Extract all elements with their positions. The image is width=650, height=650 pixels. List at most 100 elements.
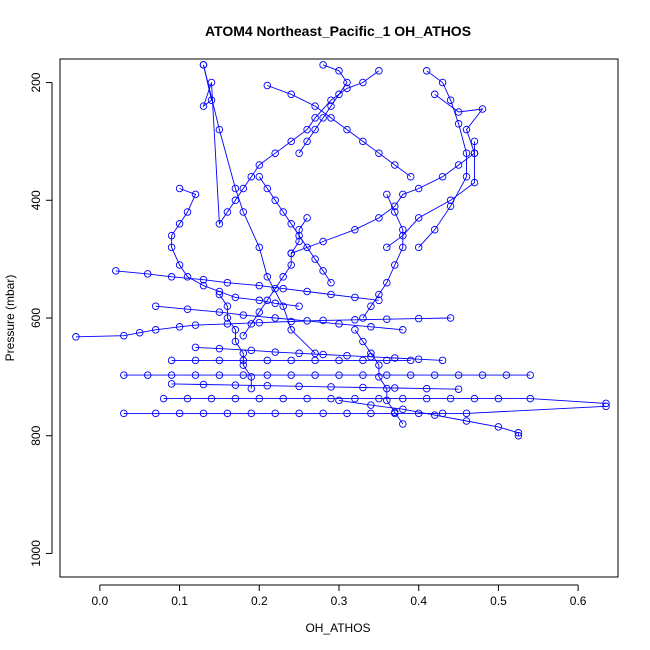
data-point [319, 237, 327, 246]
data-point [303, 214, 311, 222]
data-point [120, 371, 128, 379]
data-point [303, 317, 311, 325]
data-point [167, 356, 176, 365]
data-point [175, 184, 184, 193]
data-point [319, 316, 327, 325]
series-line-2 [203, 64, 316, 354]
x-tick-label: 0.2 [251, 594, 268, 608]
data-point [311, 255, 319, 263]
data-point [199, 275, 208, 284]
data-point [454, 120, 463, 128]
data-point [327, 278, 335, 287]
data-point [375, 373, 383, 381]
data-point [319, 61, 327, 69]
data-point [351, 326, 359, 334]
data-point [383, 384, 391, 393]
plot-frame [59, 58, 619, 578]
data-point [295, 349, 303, 358]
data-point [287, 326, 295, 334]
data-point [183, 394, 192, 403]
data-point [526, 371, 535, 379]
data-point [462, 409, 471, 418]
data-point [72, 333, 80, 341]
data-point [223, 409, 232, 418]
data-point [311, 356, 319, 365]
data-point [367, 323, 375, 331]
data-point [399, 225, 407, 234]
data-point [430, 411, 439, 419]
data-point [414, 214, 423, 222]
data-point [151, 409, 160, 418]
data-point [279, 284, 287, 293]
data-point [343, 351, 351, 360]
data-point [287, 261, 295, 269]
data-point [183, 208, 192, 216]
x-axis: 0.0 0.1 0.2 0.3 0.4 0.5 0.6 [92, 584, 587, 608]
data-point [120, 331, 128, 340]
data-point [311, 349, 319, 358]
data-point [391, 208, 399, 216]
data-point [391, 408, 399, 416]
data-point [207, 394, 216, 403]
data-point [494, 394, 503, 403]
data-point [247, 384, 256, 393]
data-point [223, 320, 232, 328]
data-point [359, 383, 367, 392]
data-point [438, 78, 447, 87]
data-point [215, 290, 224, 299]
data-point [143, 371, 152, 379]
data-point [239, 361, 248, 369]
data-point [327, 383, 335, 391]
data-point [255, 243, 264, 252]
data-point [375, 67, 383, 75]
data-point [223, 302, 232, 310]
data-point [375, 214, 383, 222]
data-point [351, 225, 359, 234]
data-point [494, 423, 503, 431]
y-axis-label: Pressure (mbar) [3, 275, 17, 362]
y-axis: 200 400 600 800 1000 [29, 72, 53, 567]
series-line-21 [219, 294, 252, 389]
data-point [135, 328, 144, 337]
data-point [255, 161, 264, 169]
data-point [335, 67, 343, 75]
chart-title: ATOM4 Northeast_Pacific_1 OH_ATHOS [205, 23, 471, 39]
data-point [271, 196, 279, 205]
data-point [383, 243, 391, 252]
data-point [287, 137, 295, 146]
data-point [231, 337, 240, 346]
data-point [391, 161, 399, 169]
data-point [454, 385, 463, 393]
data-point [279, 302, 287, 310]
data-point [327, 290, 335, 299]
data-point [271, 149, 279, 157]
data-point [120, 409, 128, 418]
data-point [239, 349, 248, 358]
data-point [335, 396, 343, 405]
data-point [514, 429, 523, 437]
data-point [263, 273, 272, 281]
data-point [175, 220, 184, 228]
data-point [239, 311, 248, 319]
data-point [446, 394, 455, 403]
data-point [215, 371, 224, 379]
data-point [319, 267, 327, 275]
data-point [303, 137, 311, 146]
data-point [406, 356, 415, 365]
series-line-20 [258, 176, 332, 283]
data-point [470, 178, 479, 187]
data-point [263, 371, 272, 379]
data-point [414, 184, 423, 193]
data-point [191, 321, 200, 329]
series-line-10 [267, 85, 411, 178]
data-point [391, 354, 399, 362]
data-point [167, 231, 176, 240]
data-point [367, 349, 375, 358]
data-point [327, 96, 335, 104]
data-point [399, 405, 407, 413]
data-point [271, 284, 279, 293]
data-point [199, 380, 208, 389]
data-point [406, 172, 415, 181]
x-tick-label: 0.6 [570, 594, 587, 608]
